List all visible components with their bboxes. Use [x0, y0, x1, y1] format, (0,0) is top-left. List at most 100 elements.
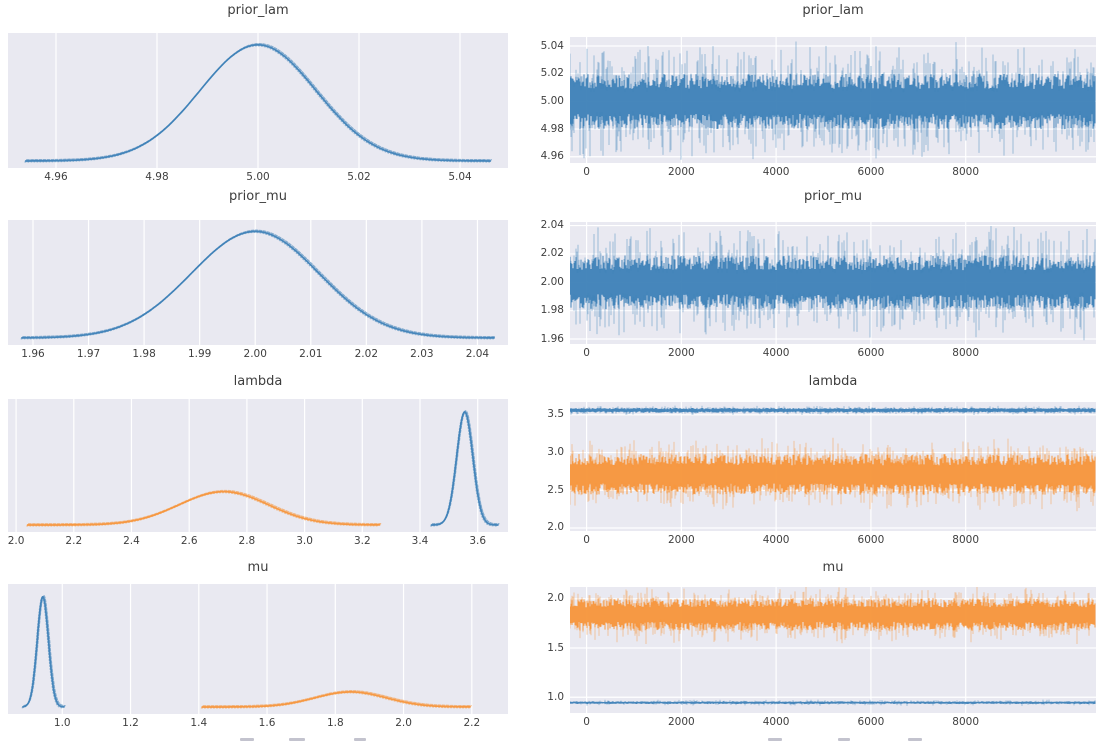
x-tick-label: 0 [583, 534, 590, 546]
cutoff-text-artifact [768, 738, 782, 741]
x-tick-label: 6000 [857, 347, 885, 359]
x-tick-label: 1.98 [132, 348, 156, 360]
subplot-title: prior_lam [802, 3, 864, 18]
x-tick-label: 2.03 [410, 348, 434, 360]
y-tick-label: 2.0 [547, 521, 564, 534]
kde-curve [21, 230, 495, 339]
kde-curve [26, 42, 492, 161]
subplot-title: lambda [233, 374, 283, 389]
trace-band [570, 598, 1096, 631]
kde-curve [430, 412, 498, 527]
kde-curve [24, 45, 491, 163]
y-tick-label: 5.00 [540, 94, 564, 107]
x-tick-label: 2.4 [123, 535, 140, 547]
y-tick-label: 1.96 [540, 332, 564, 345]
trace-band [570, 407, 1096, 413]
subplot-title: prior_lam [227, 3, 289, 18]
x-tick-label: 2.8 [238, 535, 256, 547]
y-tick-label: 4.98 [540, 122, 564, 135]
x-tick-label: 8000 [952, 716, 980, 728]
x-tick-label: 4000 [762, 716, 790, 728]
cutoff-text-artifact [289, 738, 305, 741]
kde-plot-prior-lam [8, 33, 508, 168]
plot-canvas [24, 33, 492, 168]
kde-curve [21, 597, 64, 709]
y-tick-label: 2.04 [540, 219, 564, 232]
trace-band [570, 701, 1096, 704]
x-tick-label: 5.02 [347, 171, 371, 183]
x-tick-label: 4.98 [145, 171, 169, 183]
subplot-title: prior_mu [229, 189, 287, 204]
x-tick-label: 2.0 [395, 717, 412, 729]
kde-plot-prior-mu [8, 220, 508, 345]
plot-canvas [570, 37, 1096, 163]
x-tick-label: 1.2 [122, 717, 139, 729]
x-tick-label: 0 [583, 166, 590, 178]
x-tick-label: 2.2 [463, 717, 481, 729]
x-tick-label: 3.6 [469, 535, 487, 547]
x-tick-label: 2000 [667, 716, 695, 728]
kde-curve [20, 231, 494, 340]
y-tick-label: 5.02 [540, 67, 564, 80]
x-tick-label: 3.0 [296, 535, 313, 547]
kde-plot-mu [8, 584, 508, 714]
subplot-title: mu [247, 560, 269, 575]
y-tick-label: 1.0 [547, 690, 564, 703]
subplot-title: mu [822, 560, 844, 575]
x-tick-label: 6000 [857, 166, 885, 178]
kde-curve [22, 595, 65, 708]
kde-curve [202, 690, 472, 707]
x-tick-label: 0 [583, 347, 590, 359]
y-tick-label: 1.5 [547, 641, 564, 654]
trace-plot-prior-mu [570, 222, 1096, 344]
trace-band [570, 454, 1096, 495]
x-tick-label: 1.0 [53, 717, 71, 729]
x-tick-label: 0 [583, 716, 590, 728]
trace-plot-mu [570, 587, 1096, 713]
kde-curve [201, 691, 471, 708]
plot-canvas [570, 402, 1096, 531]
subplot-title: lambda [808, 374, 858, 389]
y-tick-label: 2.00 [540, 275, 564, 288]
x-tick-label: 2000 [667, 166, 695, 178]
y-tick-label: 2.5 [547, 483, 564, 496]
x-tick-label: 5.04 [448, 171, 472, 183]
x-tick-label: 2000 [667, 534, 695, 546]
x-tick-label: 2.0 [7, 535, 25, 547]
x-tick-label: 4.96 [44, 171, 68, 183]
x-tick-label: 3.4 [411, 535, 429, 547]
x-tick-label: 4000 [762, 166, 790, 178]
trace-plot-lambda [570, 402, 1096, 531]
kde-curve [26, 492, 380, 527]
x-tick-label: 8000 [952, 347, 980, 359]
x-tick-label: 1.6 [258, 717, 276, 729]
y-tick-label: 3.0 [547, 446, 564, 459]
subplot-title: prior_mu [804, 189, 862, 204]
kde-curve [431, 410, 500, 525]
x-tick-label: 5.00 [246, 171, 270, 183]
y-tick-label: 3.5 [547, 408, 564, 421]
y-tick-label: 1.98 [540, 304, 564, 317]
x-tick-label: 8000 [952, 534, 980, 546]
y-tick-label: 5.04 [540, 39, 564, 52]
x-tick-label: 8000 [952, 166, 980, 178]
kde-curve [24, 43, 492, 162]
kde-curve [27, 489, 382, 525]
x-tick-label: 1.97 [76, 348, 101, 360]
cutoff-text-artifact [838, 738, 850, 741]
plot-canvas [20, 220, 496, 345]
trace-band [570, 73, 1096, 130]
kde-curve [200, 692, 470, 709]
kde-plot-lambda [8, 399, 508, 532]
x-tick-label: 2.2 [65, 535, 83, 547]
x-tick-label: 4000 [762, 347, 790, 359]
x-tick-label: 4000 [762, 534, 790, 546]
y-tick-label: 2.0 [547, 592, 564, 605]
x-tick-label: 2000 [667, 347, 695, 359]
x-tick-label: 2.04 [465, 348, 490, 360]
kde-curve [23, 594, 66, 707]
cutoff-text-artifact [354, 738, 366, 741]
plot-canvas [570, 222, 1096, 344]
plot-canvas [570, 587, 1096, 713]
